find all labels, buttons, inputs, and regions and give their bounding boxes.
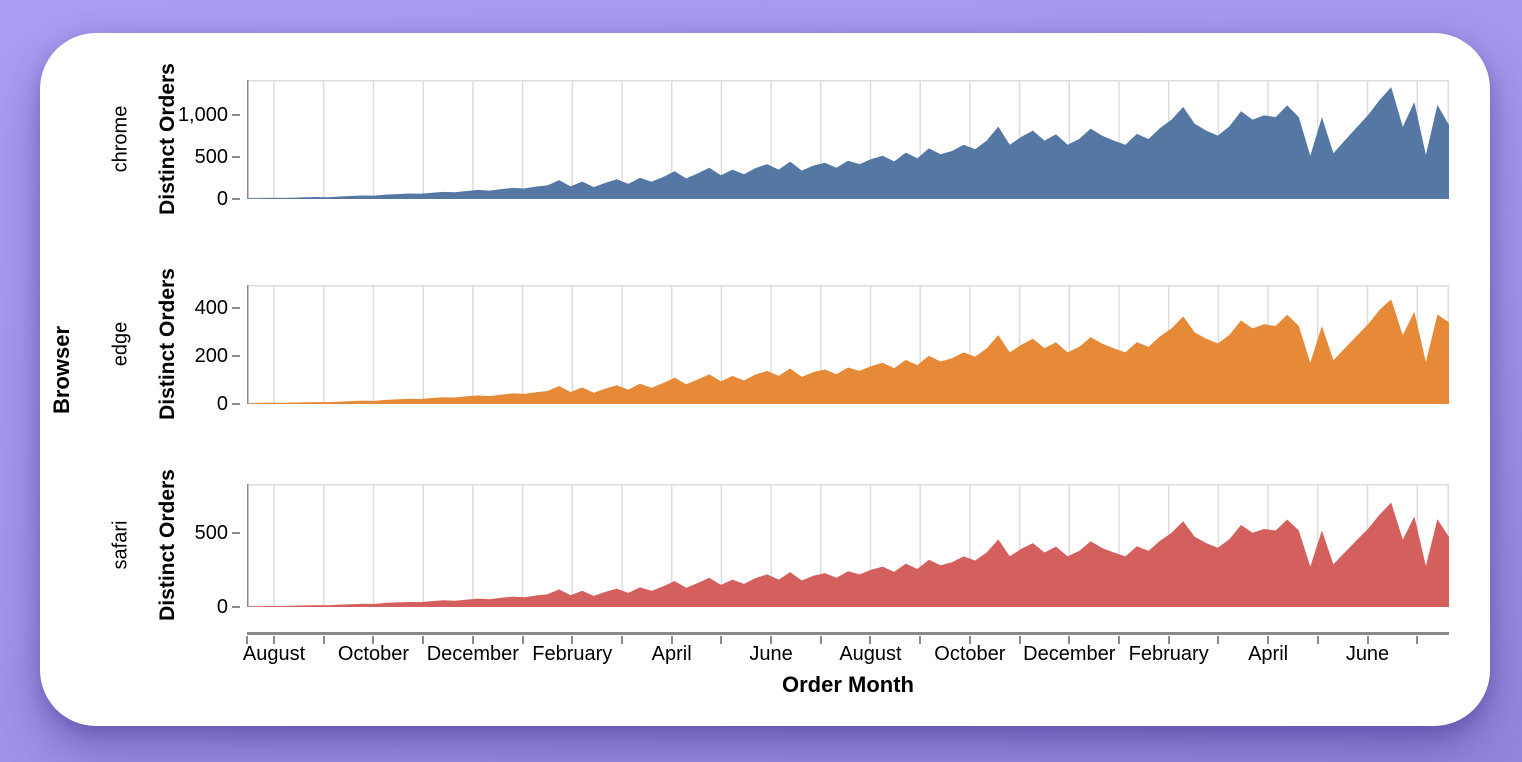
x-axis-title: Order Month xyxy=(782,672,914,697)
x-label-october-14: October xyxy=(934,643,1006,665)
y-tick-mark-chrome-500 xyxy=(232,156,240,158)
y-tick-label-edge-200: 200 xyxy=(194,345,228,368)
x-tick-month-6 xyxy=(571,636,574,644)
x-tick-month-23 xyxy=(1416,636,1419,644)
y-tick-label-safari-500: 500 xyxy=(194,521,228,544)
y-tick-label-chrome-1000: 1,000 xyxy=(177,104,228,127)
x-tick-axis-start xyxy=(246,636,248,644)
x-label-april-20: April xyxy=(1248,643,1289,665)
x-tick-month-14 xyxy=(968,636,971,644)
x-label-august-0: August xyxy=(242,643,306,665)
x-label-february-18: February xyxy=(1128,643,1209,665)
x-label-october-2: October xyxy=(337,643,410,665)
y-tick-mark-chrome-1000 xyxy=(232,114,240,117)
y-tick-label-chrome-0: 0 xyxy=(216,188,228,210)
y-tick-mark-safari-0 xyxy=(232,606,240,608)
x-label-june-10: June xyxy=(749,643,793,665)
x-tick-month-10 xyxy=(770,636,773,644)
y-tick-label-chrome-500: 500 xyxy=(194,146,228,168)
area-chart-edge xyxy=(247,285,1449,404)
x-tick-month-15 xyxy=(1018,636,1021,644)
x-tick-month-18 xyxy=(1167,636,1170,644)
area-chart-safari xyxy=(247,484,1449,607)
x-label-june-22: June xyxy=(1345,643,1390,665)
x-tick-month-11 xyxy=(819,636,822,644)
x-label-april-8: April xyxy=(651,643,692,665)
area-series-edge xyxy=(247,299,1449,404)
x-label-february-6: February xyxy=(532,643,613,665)
y-tick-mark-edge-0 xyxy=(232,403,240,405)
x-tick-month-9 xyxy=(720,636,723,644)
chart-card: Browser chrome Distinct Orders 0 500 1,000… xyxy=(40,33,1490,726)
area-chart-chrome xyxy=(247,80,1449,199)
y-tick-label-edge-0: 0 xyxy=(216,393,228,415)
x-tick-month-16 xyxy=(1068,636,1071,644)
x-tick-month-2 xyxy=(372,636,375,644)
x-tick-month-13 xyxy=(919,636,922,644)
x-tick-month-20 xyxy=(1267,636,1270,644)
area-series-safari xyxy=(247,502,1449,607)
x-tick-month-4 xyxy=(471,636,474,644)
y-tick-mark-edge-400 xyxy=(232,307,240,310)
x-axis-domain-line xyxy=(247,632,1449,635)
y-tick-label-safari-0: 0 xyxy=(216,596,228,618)
x-tick-month-1 xyxy=(322,636,325,644)
x-label-december-16: December xyxy=(1023,643,1116,665)
x-tick-month-3 xyxy=(422,636,425,644)
x-tick-month-5 xyxy=(521,636,524,644)
x-label-december-4: December xyxy=(426,643,519,665)
y-tick-label-edge-400: 400 xyxy=(194,297,228,320)
area-series-chrome xyxy=(247,87,1449,199)
x-tick-month-22 xyxy=(1366,636,1369,644)
y-tick-mark-edge-200 xyxy=(232,355,240,358)
x-tick-month-17 xyxy=(1117,636,1120,644)
x-tick-month-8 xyxy=(670,636,673,644)
facet-axis-title: Browser xyxy=(49,325,74,415)
x-tick-month-21 xyxy=(1316,636,1319,644)
x-label-august-12: August xyxy=(839,643,902,665)
y-tick-mark-chrome-0 xyxy=(232,198,240,200)
x-tick-month-12 xyxy=(869,636,872,644)
x-tick-month-0 xyxy=(273,636,276,644)
x-tick-month-19 xyxy=(1217,636,1220,644)
x-tick-month-7 xyxy=(620,636,623,644)
y-tick-mark-safari-500 xyxy=(232,531,240,534)
